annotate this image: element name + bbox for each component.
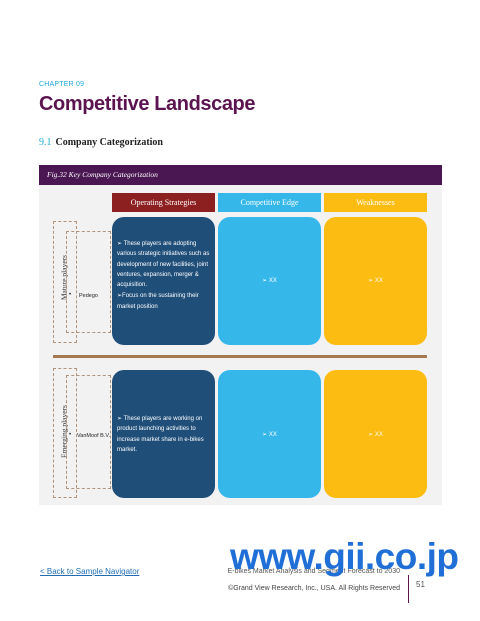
row-divider — [53, 355, 427, 358]
strategy-point: ➢Focus on the sustaining their market po… — [117, 293, 199, 310]
footer-divider — [408, 575, 409, 603]
weakness-text-emerging: ➢ XX — [368, 432, 383, 438]
player-name-emerging: VanMoof B.V. — [77, 433, 111, 439]
section-title: Company Categorization — [55, 137, 164, 148]
strategy-point: ➢ These players are working on product l… — [117, 416, 204, 453]
edge-card-mature: ➢ XX — [218, 217, 321, 345]
player-box-emerging — [66, 375, 111, 489]
edge-card-emerging: ➢ XX — [218, 370, 321, 498]
column-header-strategies: Operating Strategies — [112, 193, 215, 212]
page-number: 51 — [416, 580, 425, 589]
page-title: Competitive Landscape — [39, 93, 256, 115]
watermark-logo: www.gii.co.jp — [230, 536, 459, 577]
strategy-point: ➢ These players are adopting various str… — [117, 241, 210, 289]
weakness-text-mature: ➢ XX — [368, 278, 383, 284]
player-bullet: • — [69, 432, 72, 438]
strategies-text-mature: ➢ These players are adopting various str… — [117, 239, 210, 313]
section-heading: 9.1 Company Categorization — [39, 137, 163, 148]
chapter-label: CHAPTER 09 — [39, 81, 85, 88]
weakness-card-mature: ➢ XX — [324, 217, 427, 345]
column-header-weaknesses: Weaknesses — [324, 193, 427, 212]
row-frame-emerging — [53, 368, 77, 498]
row-frame-mature — [53, 221, 77, 343]
edge-text-emerging: ➢ XX — [262, 432, 277, 438]
figure-panel: Fig.32 Key Company Categorization Operat… — [39, 165, 442, 505]
strategies-card-emerging: ➢ These players are working on product l… — [112, 370, 215, 498]
figure-caption: Fig.32 Key Company Categorization — [47, 170, 158, 179]
player-bullet: • — [69, 292, 72, 298]
weakness-card-emerging: ➢ XX — [324, 370, 427, 498]
back-to-navigator-link[interactable]: < Back to Sample Navigator — [40, 567, 140, 576]
section-number: 9.1 — [39, 137, 52, 148]
strategies-text-emerging: ➢ These players are working on product l… — [117, 414, 210, 456]
strategies-card-mature: ➢ These players are adopting various str… — [112, 217, 215, 345]
player-box-mature — [66, 231, 111, 333]
figure-caption-bar: Fig.32 Key Company Categorization — [39, 165, 442, 185]
copyright-notice: ©Grand View Research, Inc., USA. All Rig… — [228, 585, 400, 592]
player-name-mature: Pedego — [79, 293, 98, 299]
edge-text-mature: ➢ XX — [262, 278, 277, 284]
column-header-edge: Competitive Edge — [218, 193, 321, 212]
report-title: E-bikes Market Analysis and Segment Fore… — [227, 568, 400, 575]
